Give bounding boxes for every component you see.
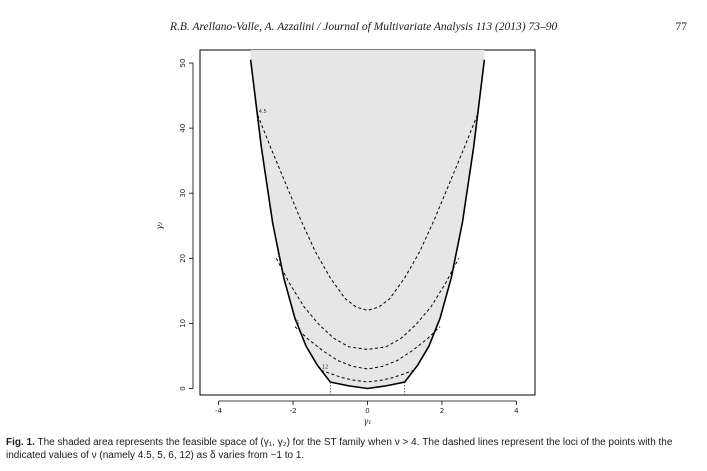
y-tick-label: 0 (179, 386, 187, 390)
x-tick-label: 2 (440, 407, 444, 415)
y-tick-label: 20 (179, 254, 187, 263)
x-tick-label: -4 (215, 407, 223, 415)
page-number: 77 (675, 21, 688, 33)
series-line-4.5 (257, 114, 478, 311)
caption-text: The shaded area represents the feasible … (6, 437, 673, 461)
y-tick-label: 30 (179, 189, 187, 198)
y-tick-label: 50 (179, 59, 187, 68)
x-axis-label: γ₁ (364, 417, 372, 426)
y-tick-label: 40 (179, 124, 187, 133)
y-tick-label: 10 (179, 319, 187, 328)
x-tick-label: 0 (365, 407, 369, 415)
figure-caption: Fig. 1. The shaded area represents the f… (6, 436, 696, 462)
running-head: R.B. Arellano-Valle, A. Azzalini / Journ… (0, 21, 707, 37)
series-label-4.5: 4.5 (259, 109, 267, 115)
feasible-boundary (249, 59, 486, 390)
caption-label: Fig. 1. (6, 437, 35, 448)
series-label-6: 6 (296, 321, 299, 327)
feasible-region (250, 50, 485, 389)
series-label-5: 5 (277, 252, 280, 258)
x-tick-label: 4 (514, 407, 519, 415)
series-line-5 (275, 258, 460, 350)
series-line-12 (320, 369, 415, 383)
y-axis-label: γ₂ (155, 222, 164, 230)
figure-1: 4.5 5 6 12 -4 -2 0 2 4 0 10 20 30 40 50 γ₁ γ₂ (150, 45, 550, 430)
x-tick-label: -2 (290, 407, 297, 415)
series-label-12: 12 (322, 364, 328, 370)
running-head-authors: R.B. Arellano-Valle, A. Azzalini / Journ… (170, 21, 558, 33)
feasible-space-chart: 4.5 5 6 12 -4 -2 0 2 4 0 10 20 30 40 50 γ₁ γ₂ (155, 49, 536, 426)
